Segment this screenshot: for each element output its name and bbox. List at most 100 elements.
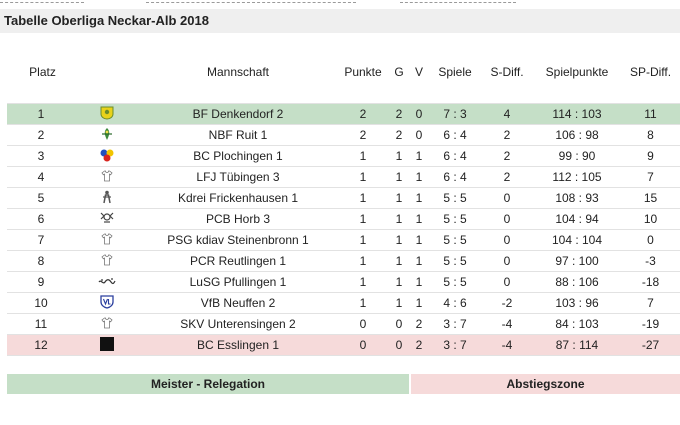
cell-crest: [75, 208, 139, 230]
cell-team-name: BC Esslingen 1: [139, 334, 337, 356]
cell-spielpunkte: 84 : 103: [533, 313, 621, 335]
header-sdiff: S-Diff.: [490, 64, 524, 79]
cell-spielpunkte: 112 : 105: [533, 166, 621, 188]
cell-platz: 5: [7, 187, 75, 209]
cell-punkte: 2: [337, 124, 389, 146]
cell-team-name: NBF Ruit 1: [139, 124, 337, 146]
cell-spdiff: -19: [621, 313, 680, 335]
header-v: V: [414, 64, 423, 79]
cell-spdiff: 0: [621, 229, 680, 251]
cell-spiele: 3 : 7: [429, 313, 481, 335]
cell-v: 1: [409, 271, 429, 293]
cell-spiele: 6 : 4: [429, 145, 481, 167]
cell-team-name: LFJ Tübingen 3: [139, 166, 337, 188]
cell-v: 1: [409, 145, 429, 167]
cell-spdiff: 15: [621, 187, 680, 209]
cell-punkte: 1: [337, 208, 389, 230]
cell-spielpunkte: 97 : 100: [533, 250, 621, 272]
cell-spiele: 6 : 4: [429, 124, 481, 146]
team-crest-icon: [100, 294, 114, 312]
header-platz: Platz: [29, 64, 56, 79]
cell-crest: [75, 166, 139, 188]
cell-punkte: 1: [337, 166, 389, 188]
cell-v: 0: [409, 103, 429, 125]
cell-team-name: BC Plochingen 1: [139, 145, 337, 167]
cell-spielpunkte: 104 : 94: [533, 208, 621, 230]
cell-v: 2: [409, 334, 429, 356]
cell-spiele: 6 : 4: [429, 166, 481, 188]
cell-punkte: 1: [337, 187, 389, 209]
legend-meister-relegation: Meister - Relegation: [7, 374, 409, 394]
cell-spiele: 5 : 5: [429, 271, 481, 293]
cell-spielpunkte: 103 : 96: [533, 292, 621, 314]
cell-team-name: Kdrei Frickenhausen 1: [139, 187, 337, 209]
cell-spiele: 5 : 5: [429, 187, 481, 209]
team-crest-icon: [99, 211, 115, 227]
cell-v: 2: [409, 313, 429, 335]
cell-crest: [75, 187, 139, 209]
cell-sdiff: 2: [481, 145, 533, 167]
cell-g: 2: [389, 103, 409, 125]
cell-sdiff: 4: [481, 103, 533, 125]
cell-platz: 10: [7, 292, 75, 314]
cell-g: 2: [389, 124, 409, 146]
cell-sdiff: -2: [481, 292, 533, 314]
cell-sdiff: 0: [481, 208, 533, 230]
top-dashed-divider: [0, 0, 680, 6]
cell-platz: 9: [7, 271, 75, 293]
cell-v: 0: [409, 124, 429, 146]
cell-spielpunkte: 106 : 98: [533, 124, 621, 146]
cell-platz: 7: [7, 229, 75, 251]
cell-spielpunkte: 108 : 93: [533, 187, 621, 209]
cell-spielpunkte: 99 : 90: [533, 145, 621, 167]
cell-platz: 6: [7, 208, 75, 230]
cell-sdiff: 0: [481, 250, 533, 272]
cell-crest: [75, 292, 139, 314]
cell-crest: [75, 124, 139, 146]
team-crest-icon: [101, 170, 113, 185]
cell-g: 1: [389, 250, 409, 272]
cell-spdiff: 10: [621, 208, 680, 230]
cell-spiele: 7 : 3: [429, 103, 481, 125]
cell-team-name: VfB Neuffen 2: [139, 292, 337, 314]
cell-platz: 4: [7, 166, 75, 188]
cell-crest: [75, 334, 139, 356]
header-spiele: Spiele: [438, 64, 472, 79]
cell-crest: [75, 271, 139, 293]
team-crest-icon: [100, 106, 114, 123]
cell-punkte: 1: [337, 229, 389, 251]
cell-g: 1: [389, 229, 409, 251]
team-crest-icon: [101, 233, 113, 248]
cell-g: 1: [389, 208, 409, 230]
cell-team-name: SKV Unterensingen 2: [139, 313, 337, 335]
team-crest-icon: [100, 336, 114, 354]
cell-spdiff: 7: [621, 166, 680, 188]
header-spielpunkte: Spielpunkte: [545, 64, 609, 79]
header-punkte: Punkte: [344, 64, 382, 79]
cell-platz: 12: [7, 334, 75, 356]
cell-v: 1: [409, 208, 429, 230]
cell-team-name: BF Denkendorf 2: [139, 103, 337, 125]
cell-platz: 2: [7, 124, 75, 146]
legend-abstiegszone: Abstiegszone: [411, 374, 680, 394]
cell-spiele: 4 : 6: [429, 292, 481, 314]
cell-platz: 1: [7, 103, 75, 125]
table-header-row: Platz Mannschaft Punkte G V Spiele S-Dif…: [7, 60, 680, 83]
cell-spielpunkte: 87 : 114: [533, 334, 621, 356]
cell-sdiff: 2: [481, 124, 533, 146]
cell-spiele: 5 : 5: [429, 208, 481, 230]
page-title: Tabelle Oberliga Neckar-Alb 2018: [4, 13, 209, 28]
header-spdiff: SP-Diff.: [629, 64, 672, 79]
cell-g: 0: [389, 334, 409, 356]
cell-v: 1: [409, 292, 429, 314]
cell-spdiff: -3: [621, 250, 680, 272]
team-crest-icon: [98, 275, 116, 289]
cell-team-name: LuSG Pfullingen 1: [139, 271, 337, 293]
